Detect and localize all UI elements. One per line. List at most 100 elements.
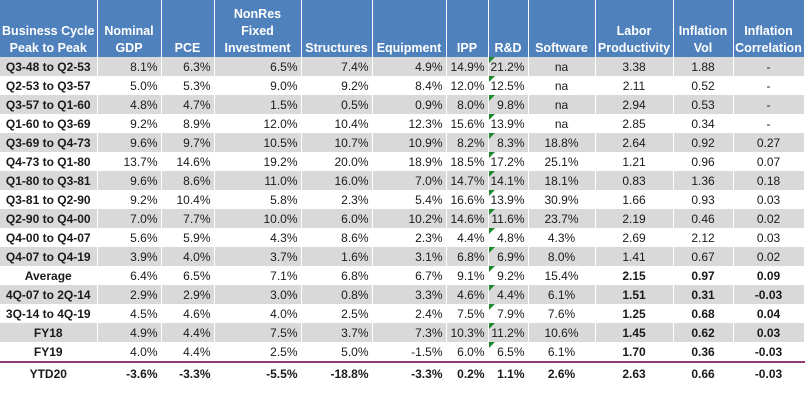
cell-value: 2.19	[595, 209, 674, 228]
cell-value: 0.66	[673, 361, 734, 384]
cell-value: 2.85	[595, 114, 674, 133]
cell-value: 0.09	[733, 266, 805, 285]
cell-value: 8.6%	[161, 171, 215, 190]
table-row: FY18 4.9% 4.4% 7.5% 3.7% 7.3% 10.3% 11.2% 10.6% 1…	[0, 323, 805, 342]
cell-value: -0.03	[733, 285, 805, 304]
cell-value: na	[528, 57, 596, 76]
table-body: Q3-48 to Q2-53 8.1% 6.3% 6.5% 7.4% 4.9% 14.9% 2…	[0, 57, 805, 384]
cell-value: 7.0%	[372, 171, 447, 190]
cell-value: 1.5%	[214, 95, 302, 114]
cell-value: 1.88	[673, 57, 734, 76]
cell-value: 10.7%	[301, 133, 373, 152]
cell-value: 2.9%	[161, 285, 215, 304]
cell-value: 9.6%	[97, 133, 162, 152]
cell-value: 1.36	[673, 171, 734, 190]
cell-value: 13.9%	[488, 190, 529, 209]
cell-value: 12.3%	[372, 114, 447, 133]
business-cycle-table: Business Cycle Peak to Peak Nominal GDP PC…	[0, 0, 805, 384]
table-row: Q2-53 to Q3-57 5.0% 5.3% 9.0% 9.2% 8.4% 12.0% 1…	[0, 76, 805, 95]
cell-value: 9.6%	[97, 171, 162, 190]
table-row: Average 6.4% 6.5% 7.1% 6.8% 6.7% 9.1% 9.2% 15.4%…	[0, 266, 805, 285]
cell-value: 18.1%	[528, 171, 596, 190]
cell-value: 2.3%	[301, 190, 373, 209]
row-label: Q3-57 to Q1-60	[0, 95, 98, 114]
table-row: Q1-60 to Q3-69 9.2% 8.9% 12.0% 10.4% 12.3% 15.…	[0, 114, 805, 133]
cell-value: 14.6%	[161, 152, 215, 171]
cell-value: 1.41	[595, 247, 674, 266]
cell-value: 4.6%	[446, 285, 489, 304]
cell-value: 5.9%	[161, 228, 215, 247]
cell-value: 1.1%	[488, 361, 529, 384]
row-label: Q4-07 to Q4-19	[0, 247, 98, 266]
cell-value: 0.27	[733, 133, 805, 152]
cell-value: 6.8%	[301, 266, 373, 285]
header-pce: PCE	[161, 0, 215, 57]
cell-value: 3.3%	[372, 285, 447, 304]
cell-value: 0.62	[673, 323, 734, 342]
cell-value: 0.68	[673, 304, 734, 323]
row-label: Q2-53 to Q3-57	[0, 76, 98, 95]
row-label: Q4-73 to Q1-80	[0, 152, 98, 171]
header-row: Business Cycle Peak to Peak Nominal GDP PC…	[0, 0, 805, 57]
cell-value: 9.7%	[161, 133, 215, 152]
comment-marker-icon	[488, 304, 495, 310]
row-label: 3Q-14 to 4Q-19	[0, 304, 98, 323]
cell-value: na	[528, 95, 596, 114]
cell-value: 0.31	[673, 285, 734, 304]
cell-value: 2.94	[595, 95, 674, 114]
cell-value: 0.97	[673, 266, 734, 285]
cell-value: 15.4%	[528, 266, 596, 285]
comment-marker-icon	[488, 190, 495, 196]
header-labor-productivity: Labor Productivity	[595, 0, 674, 57]
cell-value: 5.4%	[372, 190, 447, 209]
cell-value: 5.8%	[214, 190, 302, 209]
cell-value: 6.5%	[214, 57, 302, 76]
cell-value: 8.6%	[301, 228, 373, 247]
cell-value: -0.03	[733, 342, 805, 362]
cell-value: 10.3%	[446, 323, 489, 342]
cell-value: 23.7%	[528, 209, 596, 228]
cell-value: 9.1%	[446, 266, 489, 285]
header-nonres-fixed-investment: NonRes Fixed Investment	[214, 0, 302, 57]
cell-value: 7.9%	[488, 304, 529, 323]
cell-value: 7.5%	[214, 323, 302, 342]
cell-value: 2.6%	[528, 361, 596, 384]
cell-value: 8.0%	[528, 247, 596, 266]
row-label: 4Q-07 to 2Q-14	[0, 285, 98, 304]
cell-value: 2.3%	[372, 228, 447, 247]
cell-value: 11.0%	[214, 171, 302, 190]
cell-value: 0.03	[733, 228, 805, 247]
cell-value: 0.8%	[301, 285, 373, 304]
cell-value: -3.6%	[97, 361, 162, 384]
comment-marker-icon	[488, 76, 495, 82]
header-rd: R&D	[488, 0, 529, 57]
cell-value: -	[733, 114, 805, 133]
cell-value: 13.7%	[97, 152, 162, 171]
cell-value: 6.9%	[488, 247, 529, 266]
cell-value: 2.63	[595, 361, 674, 384]
cell-value: 2.15	[595, 266, 674, 285]
cell-value: 1.66	[595, 190, 674, 209]
table-row: 4Q-07 to 2Q-14 2.9% 2.9% 3.0% 0.8% 3.3% 4.6% 4.…	[0, 285, 805, 304]
cell-value: 4.8%	[488, 228, 529, 247]
row-label: Q3-81 to Q2-90	[0, 190, 98, 209]
cell-value: 20.0%	[301, 152, 373, 171]
cell-value: 1.6%	[301, 247, 373, 266]
cell-value: 2.69	[595, 228, 674, 247]
cell-value: 2.9%	[97, 285, 162, 304]
comment-marker-icon	[488, 247, 495, 253]
row-label: Average	[0, 266, 98, 285]
cell-value: 7.6%	[528, 304, 596, 323]
cell-value: 8.1%	[97, 57, 162, 76]
header-structures: Structures	[301, 0, 373, 57]
comment-marker-icon	[488, 323, 495, 329]
cell-value: 11.2%	[488, 323, 529, 342]
comment-marker-icon	[488, 342, 495, 348]
comment-marker-icon	[488, 228, 495, 234]
cell-value: 8.3%	[488, 133, 529, 152]
cell-value: 1.70	[595, 342, 674, 362]
cell-value: 6.5%	[161, 266, 215, 285]
row-label: FY19	[0, 342, 98, 362]
cell-value: 4.4%	[161, 323, 215, 342]
cell-value: -	[733, 95, 805, 114]
